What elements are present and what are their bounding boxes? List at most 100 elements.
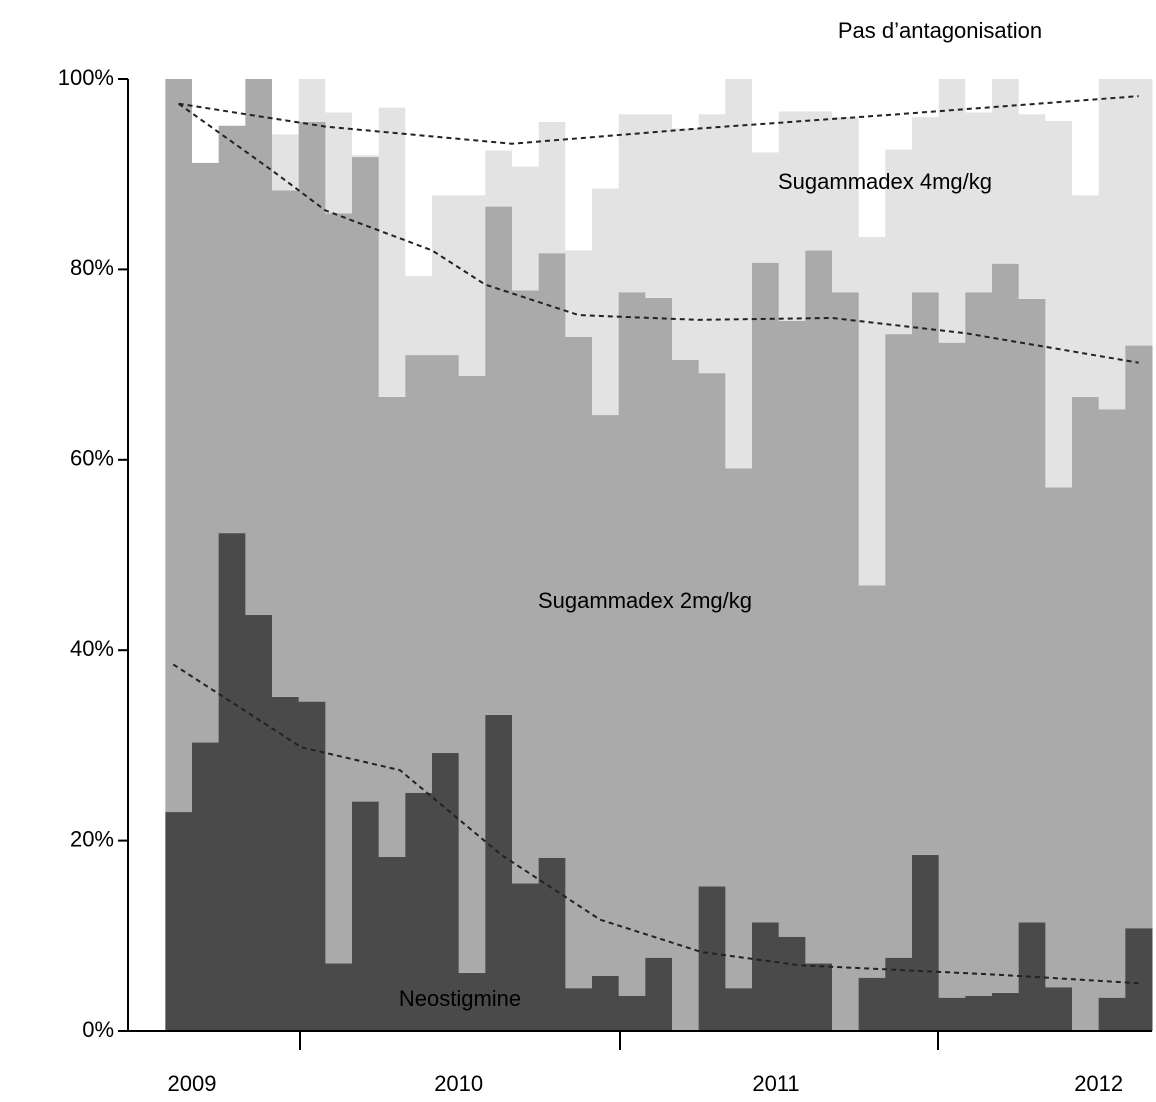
bar-segment [485,150,513,207]
series-label: Sugammadex 2mg/kg [538,588,752,613]
bar-segment [592,188,620,416]
bar-segment [512,79,540,167]
bar-segment [1045,120,1073,488]
x-tick-label: 2011 [752,1071,799,1096]
bar-segment [272,79,300,135]
bar-segment [885,149,913,335]
bar-segment [458,195,486,377]
bar-segment [672,128,700,360]
bar-segment [912,117,940,293]
bar-segment [778,320,806,937]
bar-segment [565,336,593,989]
bar-segment [378,856,406,1031]
bar-segment [1018,79,1046,115]
bar-segment [485,714,513,1031]
bar-segment [352,157,380,802]
bar-segment [192,79,220,163]
bar-segment [245,614,273,1031]
series-label: Neostigmine [399,986,521,1011]
bar-segment [805,111,833,251]
bar-segment [192,742,220,1031]
bar-segment [1018,922,1046,1031]
bar-segment [912,854,940,1031]
bar-segment [885,957,913,1031]
bar-segment [352,79,380,156]
bar-segment [645,297,673,958]
bar-segment [1072,195,1100,397]
bar-segment [538,857,566,1031]
bar-segment [938,342,966,998]
bar-segment [1045,987,1073,1031]
bar-segment [778,79,806,112]
bar-segment [405,793,433,1031]
bar-segment [378,107,406,397]
bar-segment [458,79,486,196]
bar-segment [165,812,193,1031]
bar-segment [565,988,593,1031]
bar-segment [165,79,193,813]
bar-segment [752,152,780,263]
bar-segment [538,79,566,122]
bar-segment [378,396,406,857]
bar-segment [325,79,353,113]
bar-segment [965,112,993,293]
bar-segment [272,696,300,1031]
bar-segment [752,922,780,1031]
bar-segment [1098,79,1126,410]
bar-segment [352,801,380,1031]
y-tick-label: 60% [70,446,114,471]
bar-segment [512,883,540,1031]
bar-segment [858,585,886,978]
bar-segment [752,79,780,153]
bar-segment [1125,928,1153,1031]
x-tick-label: 2012 [1074,1071,1123,1096]
bar-segment [698,79,726,115]
bar-segment [592,79,620,189]
bar-segment [592,975,620,1031]
bar-segment [218,79,246,126]
bar-segment [432,79,460,196]
bar-segment [272,190,300,697]
y-tick-label: 40% [70,636,114,661]
bar-segment [725,988,753,1031]
bar-segment [672,79,700,129]
bar-segment [1072,79,1100,196]
series-label: Pas d’antagonisation [838,18,1042,43]
bar-segment [512,290,540,884]
bar-segment [432,355,460,754]
bar-segment [405,79,433,277]
bar-segment [405,355,433,793]
bar-segment [245,79,273,615]
bar-segment [325,963,353,1031]
bar-segment [1018,298,1046,923]
plot-area [165,79,1153,1032]
bar-segment [538,253,566,858]
bar-segment [725,79,753,469]
bar-segment [298,701,326,1031]
bar-segment [538,121,566,254]
bar-segment [1098,409,1126,998]
bar-segment [1098,997,1126,1031]
bar-segment [752,262,780,923]
bar-segment [405,276,433,356]
bar-segment [938,997,966,1031]
bar-segment [618,292,646,996]
bar-segment [832,292,860,1031]
bar-segment [1125,345,1153,929]
bar-segment [832,79,860,118]
bar-segment [992,79,1020,264]
bar-segment [992,263,1020,993]
bar-segment [725,468,753,989]
y-tick-label: 100% [58,65,114,90]
bar-segment [298,79,326,122]
bar-segment [672,359,700,1032]
bar-segment [965,995,993,1031]
bar-segment [832,117,860,293]
bar-segment [1018,114,1046,299]
bar-segment [858,79,886,238]
bar-segment [885,334,913,958]
x-tick-label: 2009 [168,1071,217,1096]
bar-segment [778,936,806,1031]
bar-segment [565,250,593,337]
bar-segment [618,79,646,115]
